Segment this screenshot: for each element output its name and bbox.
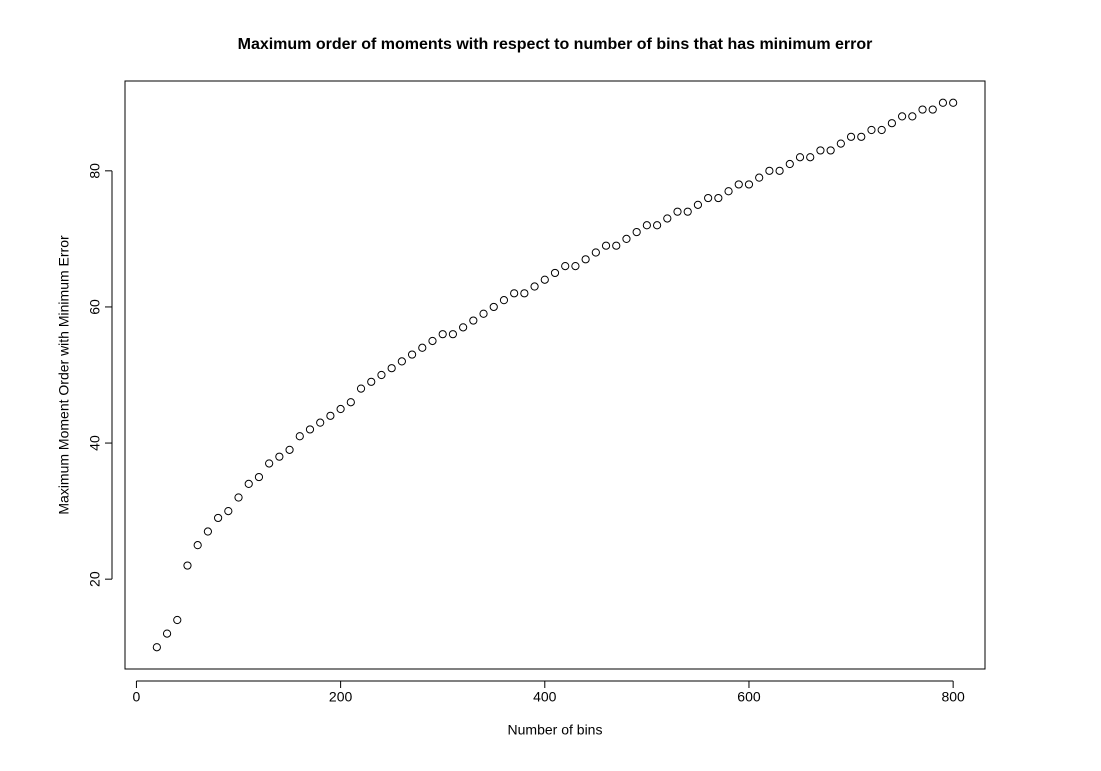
point [234,493,243,502]
x-tick-label: 400 [533,689,557,705]
point [704,193,713,203]
point [581,255,590,264]
point [479,309,488,318]
point [265,459,274,468]
y-tick-label: 40 [87,435,103,451]
point [203,527,212,536]
point [683,207,692,216]
point [775,166,784,175]
point [489,302,498,312]
point [356,384,366,393]
x-axis-title: Number of bins [508,722,603,738]
point [428,336,437,346]
point [622,234,631,243]
point [326,411,335,420]
point [520,289,529,298]
point [938,98,948,107]
point [438,330,447,339]
x-tick-label: 800 [941,689,965,705]
point [173,615,182,625]
point [152,643,161,652]
y-axis-title: Maximum Moment Order with Minimum Error [56,235,72,515]
point [887,119,896,128]
point [949,98,958,107]
point [928,105,937,114]
x-tick-label: 600 [737,689,761,705]
chart-title: Maximum order of moments with respect to… [238,36,873,53]
point [918,105,927,114]
point [448,330,458,339]
point [591,248,600,257]
point [499,296,509,305]
point [459,323,468,332]
point [795,153,805,162]
point [346,398,355,407]
point [510,289,519,298]
point [836,139,845,148]
point [693,200,703,209]
point [183,561,192,570]
point [418,343,427,352]
point [673,207,682,216]
point [561,262,570,271]
point [867,125,876,135]
y-tick-label: 20 [87,571,103,587]
point [540,275,549,284]
point [377,370,386,380]
point [530,282,539,291]
point [387,364,396,373]
point [285,445,294,454]
point [898,112,907,121]
point [214,513,223,523]
point [652,221,662,230]
point [877,125,886,135]
point [816,146,825,155]
point [336,404,345,414]
point [407,350,417,359]
point [632,227,641,237]
point [846,132,856,141]
point [744,180,754,189]
point [826,146,835,155]
point [755,173,764,182]
point [663,214,672,223]
point [550,268,560,278]
point [785,159,794,169]
point [612,241,621,250]
y-tick-label: 80 [87,163,103,179]
point [806,153,815,162]
point [305,425,315,434]
x-tick-label: 200 [329,689,353,705]
point [857,132,866,141]
point [908,112,917,121]
point [724,187,733,196]
point [397,357,406,366]
point [469,316,478,325]
y-tick-label: 60 [87,299,103,315]
point [367,377,376,386]
point [275,452,284,461]
point [254,472,264,482]
point [714,193,723,203]
point [642,221,651,230]
point [765,166,774,175]
point [316,418,325,427]
point [224,507,233,516]
point [601,241,611,250]
point [295,432,304,441]
point [193,541,202,550]
x-tick-label: 0 [133,689,141,705]
point [244,479,253,488]
point [571,262,580,271]
point [734,180,743,189]
point [162,629,172,638]
plot-frame [124,80,986,670]
